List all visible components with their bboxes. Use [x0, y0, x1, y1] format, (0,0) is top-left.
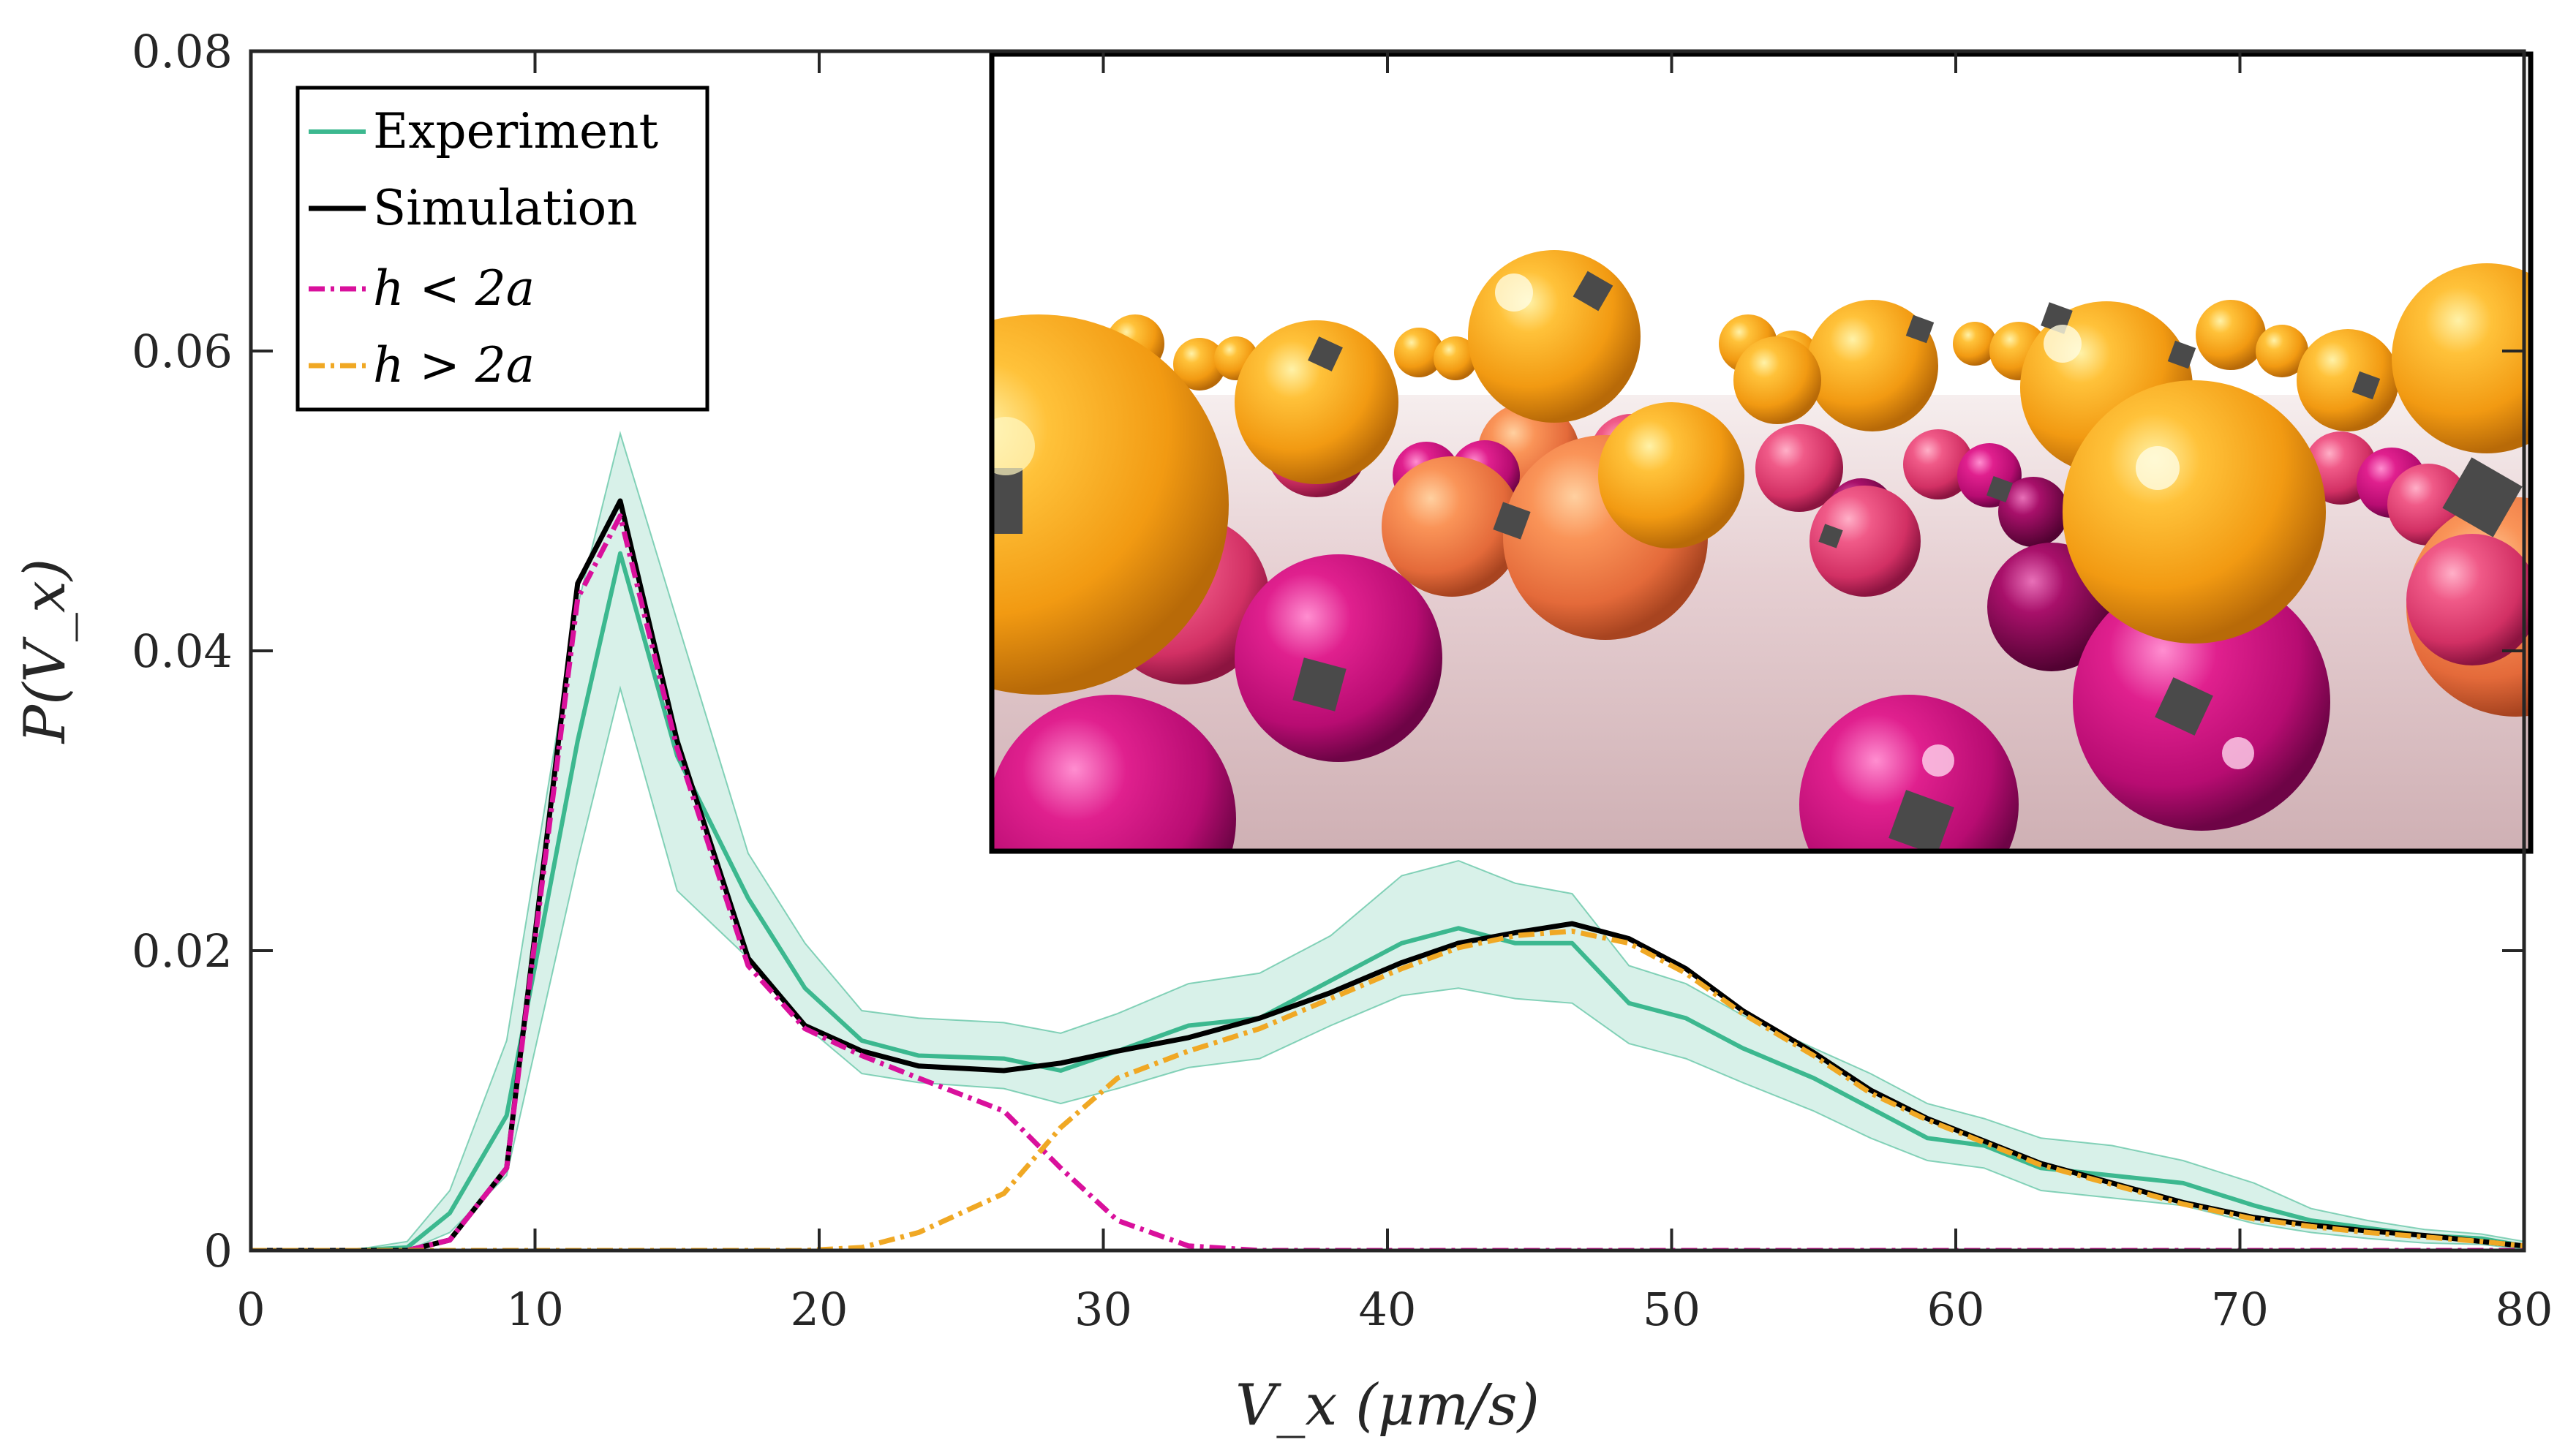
y-tick-label: 0.08: [132, 25, 233, 78]
experiment-line: [251, 551, 2524, 1250]
legend-item-experiment: Experiment: [309, 103, 658, 159]
x-tick-label: 70: [2211, 1283, 2269, 1336]
inset-image: [989, 51, 2534, 854]
x-tick-label: 60: [1927, 1283, 1985, 1336]
x-tick-label: 50: [1643, 1283, 1701, 1336]
legend-item-h-greater-2a: h > 2a: [309, 337, 535, 393]
x-tick-labels: 0 10 20 30 40 50 60 70 80: [236, 1283, 2553, 1336]
y-tick-labels: 0 0.02 0.04 0.06 0.08: [132, 25, 233, 1278]
x-tick-label: 80: [2496, 1283, 2553, 1336]
x-tick-label: 30: [1074, 1283, 1132, 1336]
legend-label-experiment: Experiment: [373, 103, 658, 159]
legend-label-h-greater-2a: h > 2a: [373, 337, 535, 393]
x-tick-label: 40: [1359, 1283, 1417, 1336]
x-tick-label: 20: [791, 1283, 848, 1336]
legend-item-simulation: Simulation: [309, 180, 638, 236]
legend-label-h-less-2a: h < 2a: [373, 260, 535, 317]
h-greater-2a-line: [251, 928, 2524, 1250]
legend-box: [295, 86, 709, 412]
series-layer: [251, 498, 2524, 1250]
y-tick-marks: [251, 50, 2524, 1252]
y-tick-label: 0.06: [132, 325, 233, 378]
legend-item-h-less-2a: h < 2a: [309, 260, 535, 317]
y-tick-label: 0.02: [132, 924, 233, 978]
x-axis-label: V_x (μm/s): [1235, 1373, 1540, 1438]
legend-label-simulation: Simulation: [373, 180, 638, 236]
y-tick-label: 0.04: [132, 625, 233, 678]
y-axis-label: P(V_x): [12, 559, 78, 745]
x-tick-label: 10: [506, 1283, 564, 1336]
plot-area: [251, 431, 2524, 1250]
x-tick-label: 0: [236, 1283, 265, 1336]
x-tick-marks: [249, 51, 2526, 1250]
legend: Experiment Simulation h < 2a h > 2a: [295, 86, 709, 412]
y-tick-label: 0: [204, 1224, 233, 1278]
